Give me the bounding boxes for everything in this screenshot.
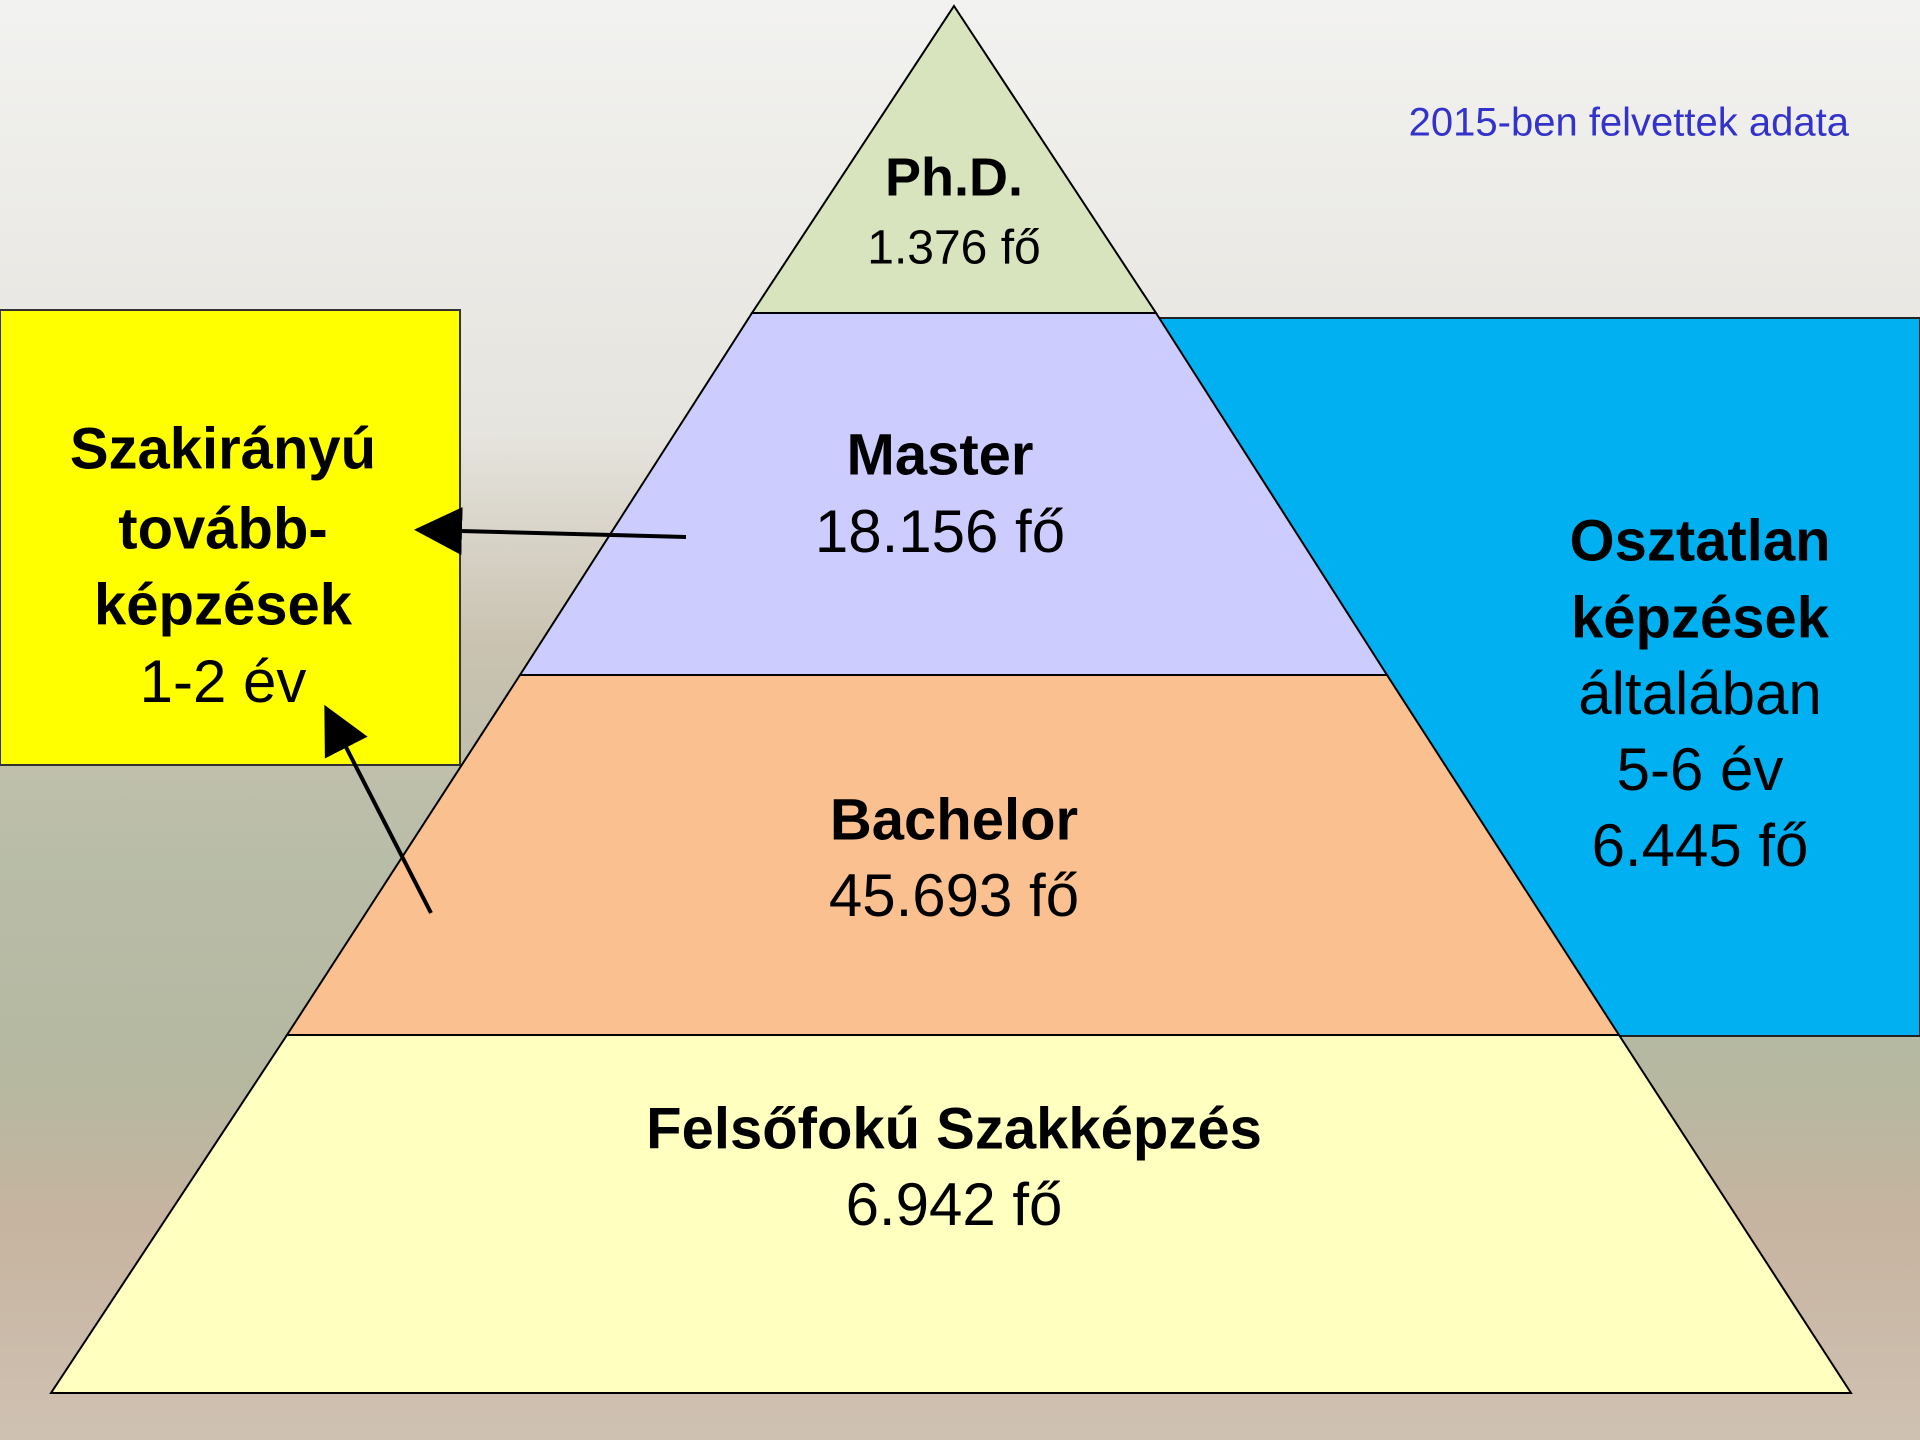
right-box-line: Osztatlan (1569, 508, 1830, 573)
level-name: Ph.D. (885, 147, 1023, 207)
level-count: 1.376 fő (867, 222, 1040, 275)
left-box-line: képzések (94, 572, 353, 637)
level-name: Felsőfokú Szakképzés (646, 1096, 1262, 1161)
left-box-line: Szakirányú (70, 416, 376, 481)
slide: 2015-ben felvettek adata Ph.D. 1.376 fő … (0, 0, 1920, 1440)
level-count: 18.156 fő (815, 498, 1065, 565)
right-box-line: 5-6 év (1617, 736, 1784, 803)
level-name: Master (847, 422, 1034, 487)
right-box-line: általában (1578, 660, 1822, 727)
left-box-line: 1-2 év (140, 648, 307, 715)
level-bachelor (287, 675, 1619, 1035)
left-box-line: tovább- (118, 496, 327, 561)
note: 2015-ben felvettek adata (1409, 101, 1850, 145)
level-count: 6.942 fő (846, 1171, 1063, 1238)
right-box-line: 6.445 fő (1592, 812, 1809, 879)
level-count: 45.693 fő (829, 862, 1079, 929)
level-name: Bachelor (830, 787, 1078, 852)
right-box-line: képzések (1571, 585, 1830, 650)
